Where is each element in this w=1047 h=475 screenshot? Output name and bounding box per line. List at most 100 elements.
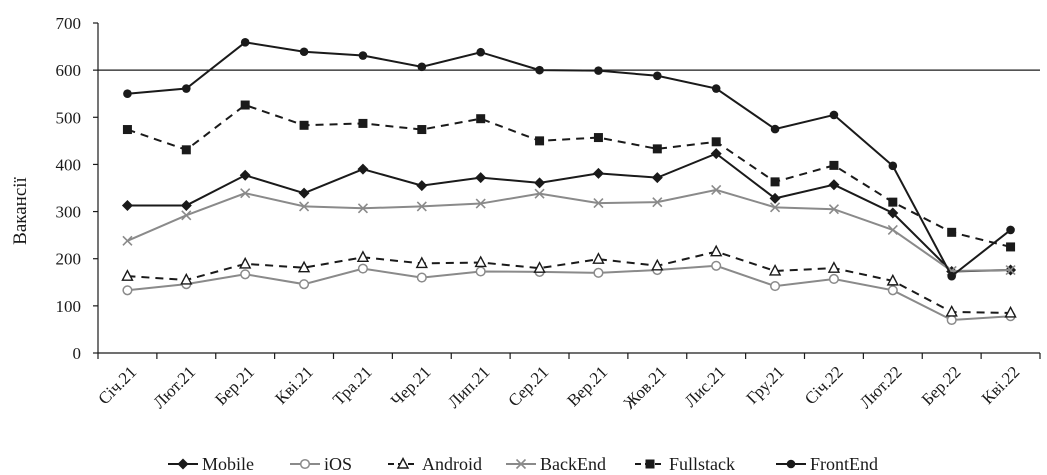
x-tick-label: Гру.21 — [743, 362, 788, 407]
x-tick-label: Лют.21 — [149, 362, 199, 412]
legend-item-fullstack: Fullstack — [635, 454, 735, 474]
point-android — [886, 273, 899, 286]
point-frontend — [770, 124, 780, 134]
point-mobile — [121, 199, 133, 211]
point-fullstack — [358, 118, 368, 128]
point-mobile — [828, 179, 840, 191]
point-android — [827, 261, 841, 273]
point-backend — [357, 203, 369, 214]
x-tick-label: Січ.21 — [94, 362, 140, 408]
point-mobile — [651, 172, 663, 184]
legend-marker — [177, 458, 189, 470]
series-backend — [122, 184, 1016, 277]
legend-label: Android — [422, 454, 482, 474]
legend-item-backend: BackEnd — [506, 454, 606, 474]
point-frontend — [594, 66, 603, 75]
point-backend — [416, 201, 427, 212]
point-backend — [828, 204, 840, 215]
point-mobile — [180, 199, 192, 211]
point-android — [415, 256, 428, 269]
series-line-frontend — [127, 41, 1012, 278]
point-frontend — [299, 47, 309, 57]
series-mobile — [121, 148, 1017, 277]
point-android — [768, 263, 782, 276]
point-fullstack — [829, 160, 839, 170]
series-frontend — [123, 38, 1015, 281]
point-frontend — [417, 62, 427, 72]
point-android — [533, 261, 546, 273]
point-ios — [887, 285, 898, 296]
point-frontend — [535, 65, 544, 75]
x-tick-label: Лют.22 — [856, 362, 906, 412]
point-mobile — [534, 177, 546, 189]
y-tick-label: 0 — [73, 344, 82, 363]
point-fullstack — [417, 125, 427, 135]
legend-item-mobile: Mobile — [168, 454, 254, 474]
point-mobile — [239, 169, 251, 181]
point-ios — [475, 266, 486, 277]
point-frontend — [947, 271, 956, 281]
point-frontend — [182, 84, 191, 93]
point-android — [121, 269, 134, 281]
x-tick-label: Тра.21 — [329, 362, 376, 409]
legend-marker — [786, 459, 796, 469]
point-ios — [946, 314, 957, 326]
point-backend — [534, 188, 545, 199]
point-frontend — [123, 89, 132, 99]
point-backend — [122, 235, 133, 246]
point-mobile — [887, 207, 899, 219]
point-mobile — [592, 167, 604, 179]
point-fullstack — [122, 125, 132, 135]
legend-marker — [515, 458, 527, 470]
point-backend — [652, 197, 663, 208]
y-axis-label: Вакансії — [10, 176, 31, 244]
series-line-fullstack — [127, 103, 1011, 248]
series-android — [121, 244, 1017, 318]
y-tick-label: 100 — [56, 297, 82, 316]
point-ios — [357, 263, 368, 274]
point-android — [651, 258, 664, 271]
point-backend — [240, 188, 251, 199]
legend-label: Fullstack — [669, 454, 735, 474]
point-android — [474, 255, 487, 268]
point-mobile — [710, 148, 722, 160]
point-fullstack — [181, 145, 191, 155]
x-tick-labels: Січ.21 Лют.21 Бер.21 Кві.21 Тра.21 Чер.21 Лип.… — [94, 353, 1041, 413]
x-tick-label: Кві.22 — [978, 362, 1023, 407]
legend-item-frontend: FrontEnd — [776, 454, 878, 474]
y-tick-labels: 0 100 200 300 400 500 600 700 — [56, 14, 98, 363]
x-tick-label: Бер.21 — [211, 362, 258, 409]
point-ios — [299, 279, 310, 290]
y-tick-label: 400 — [56, 155, 82, 174]
point-frontend — [653, 71, 662, 81]
point-backend — [769, 202, 781, 213]
x-tick-label: Кві.21 — [271, 362, 316, 407]
y-tick-label: 500 — [56, 108, 82, 127]
point-fullstack — [476, 114, 486, 124]
legend-marker — [645, 459, 655, 469]
x-tick-label: Лип.21 — [444, 362, 493, 411]
point-ios — [240, 269, 251, 280]
series-layer — [121, 38, 1017, 326]
point-android — [356, 250, 370, 262]
point-backend — [181, 210, 192, 221]
point-android — [592, 252, 605, 264]
point-frontend — [711, 84, 721, 93]
point-backend — [593, 198, 604, 209]
x-tick-label: Жов.21 — [620, 362, 670, 412]
point-mobile — [416, 180, 428, 192]
point-android — [239, 256, 252, 269]
point-fullstack — [593, 133, 603, 143]
point-frontend — [358, 51, 368, 60]
point-frontend — [1006, 225, 1015, 235]
plot-area — [97, 23, 1040, 354]
point-backend — [475, 198, 486, 209]
point-ios — [770, 281, 781, 292]
point-fullstack — [947, 227, 957, 237]
legend-label: FrontEnd — [810, 454, 878, 474]
point-fullstack — [711, 137, 721, 147]
point-frontend — [476, 47, 485, 57]
x-tick-label: Чер.21 — [387, 362, 435, 410]
point-ios — [416, 272, 427, 283]
